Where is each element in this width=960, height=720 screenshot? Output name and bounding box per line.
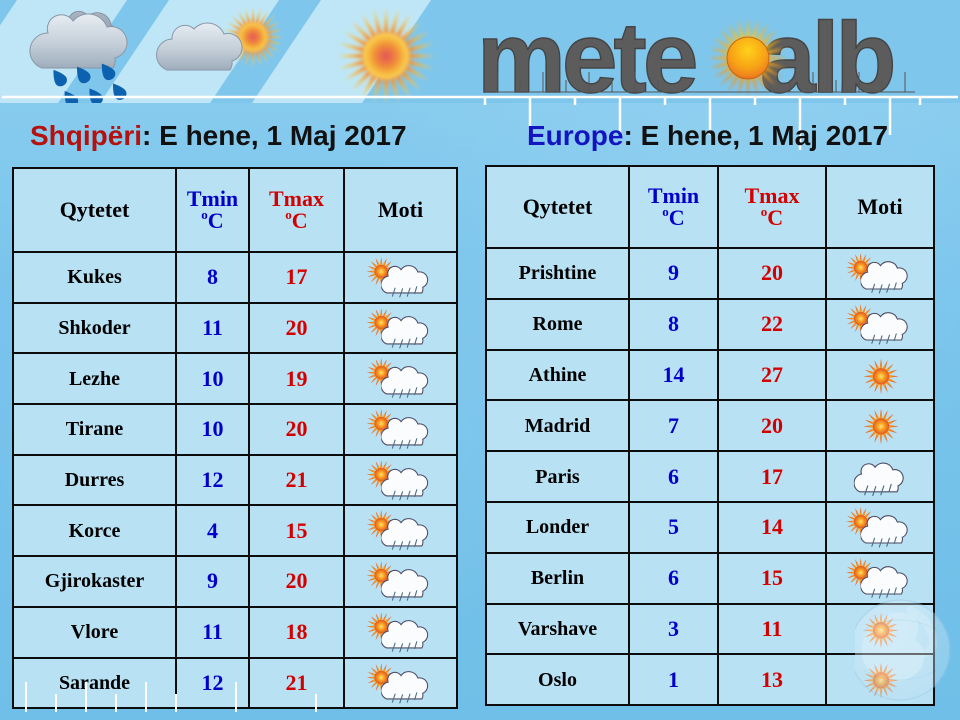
svg-text:mete: mete (477, 2, 696, 103)
svg-text:alb: alb (760, 2, 892, 103)
